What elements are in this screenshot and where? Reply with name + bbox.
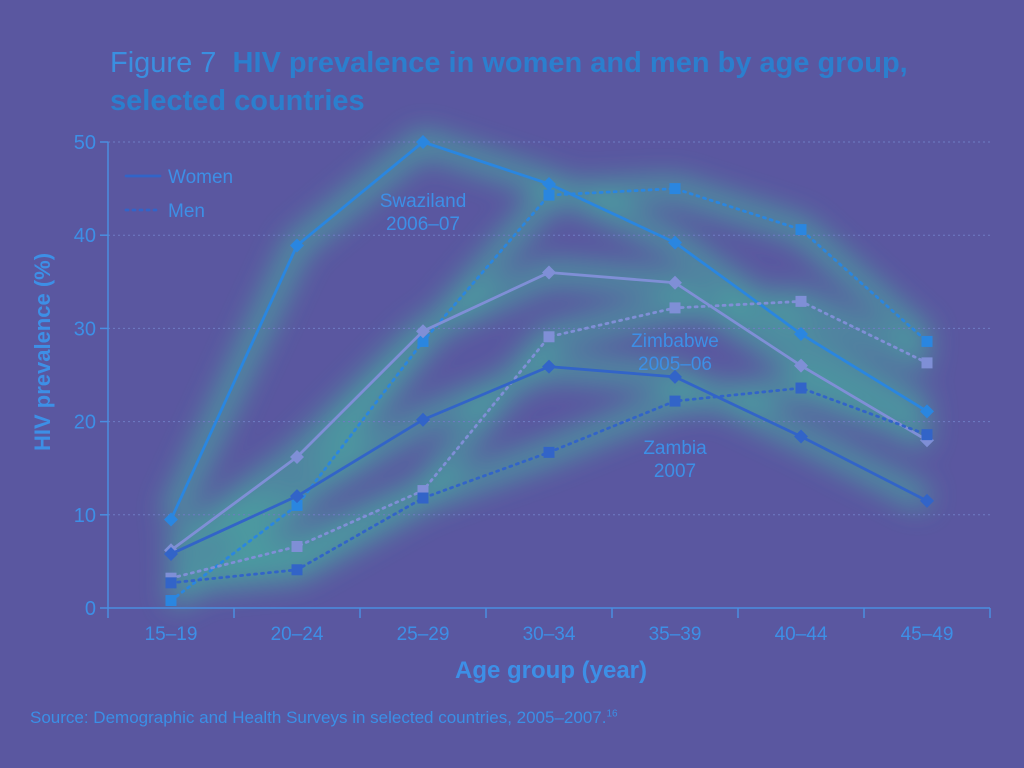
x-tick-label: 35–39 bbox=[649, 624, 702, 645]
data-point bbox=[417, 492, 429, 504]
data-point bbox=[290, 238, 304, 253]
data-point bbox=[417, 485, 429, 497]
y-tick-label: 20 bbox=[74, 412, 96, 434]
series-line bbox=[164, 135, 934, 527]
chart-series bbox=[164, 135, 934, 607]
data-point bbox=[794, 429, 808, 444]
x-tick-label: 30–34 bbox=[523, 624, 576, 645]
series-line bbox=[164, 359, 934, 561]
data-point bbox=[543, 331, 555, 343]
data-point bbox=[920, 404, 934, 419]
source-text: Source: Demographic and Health Surveys i… bbox=[30, 708, 607, 727]
data-point bbox=[290, 450, 304, 465]
chart-axes: 0 10 20 30 40 50 15–19 20–24 25–29 30–34 35–39 40–4… bbox=[74, 132, 991, 645]
data-point bbox=[291, 540, 303, 552]
data-point bbox=[417, 335, 429, 347]
data-point bbox=[416, 324, 430, 339]
x-tick-label: 20–24 bbox=[271, 624, 324, 645]
source-reference: 16 bbox=[606, 708, 618, 720]
legend-label: Men bbox=[168, 201, 205, 222]
data-point bbox=[668, 275, 682, 290]
figure-title: Figure 7 HIV prevalence in women and men… bbox=[110, 44, 970, 120]
data-point bbox=[795, 224, 807, 236]
y-tick-label: 50 bbox=[74, 132, 96, 154]
data-point bbox=[921, 335, 933, 347]
data-point bbox=[794, 358, 808, 373]
data-point bbox=[669, 183, 681, 195]
data-point bbox=[165, 577, 177, 589]
data-point bbox=[668, 369, 682, 384]
data-point bbox=[542, 176, 556, 191]
data-point bbox=[291, 564, 303, 576]
y-tick-label: 10 bbox=[74, 505, 96, 527]
data-point bbox=[921, 357, 933, 369]
y-axis-label: HIV prevalence (%) bbox=[30, 253, 55, 451]
chart-gridlines bbox=[108, 141, 990, 516]
series-line bbox=[165, 183, 933, 607]
data-point bbox=[290, 489, 304, 504]
series-line bbox=[165, 382, 933, 589]
data-point bbox=[416, 412, 430, 427]
data-point bbox=[669, 302, 681, 314]
data-point bbox=[921, 429, 933, 441]
data-point bbox=[795, 382, 807, 394]
figure-title-text: HIV prevalence in women and men by age g… bbox=[110, 47, 908, 117]
series-annotation: Zambia 2007 bbox=[643, 438, 707, 482]
data-point bbox=[795, 295, 807, 307]
data-point bbox=[669, 395, 681, 407]
data-point bbox=[164, 546, 178, 561]
chart-legend: Women Men bbox=[124, 167, 233, 222]
data-point bbox=[164, 512, 178, 527]
source-note: Source: Demographic and Health Surveys i… bbox=[30, 708, 930, 728]
data-point bbox=[165, 595, 177, 607]
y-tick-label: 40 bbox=[74, 225, 96, 247]
figure-number: Figure 7 bbox=[110, 47, 217, 79]
data-point bbox=[920, 493, 934, 508]
y-tick-label: 0 bbox=[85, 598, 96, 620]
legend-label: Women bbox=[168, 167, 233, 188]
series-annotation: Swaziland 2006–07 bbox=[380, 191, 467, 235]
data-point bbox=[416, 135, 430, 149]
x-tick-label: 15–19 bbox=[145, 624, 198, 645]
series-annotation: Zimbabwe 2005–06 bbox=[631, 331, 719, 375]
chart-annotations: Swaziland 2006–07 Zimbabwe 2005–06 Zambia 200… bbox=[380, 191, 719, 482]
x-axis-label: Age group (year) bbox=[455, 657, 647, 684]
y-tick-label: 30 bbox=[74, 318, 96, 340]
data-point bbox=[794, 326, 808, 341]
x-tick-label: 45–49 bbox=[901, 624, 954, 645]
data-point bbox=[542, 359, 556, 374]
data-point bbox=[543, 189, 555, 201]
data-point bbox=[543, 446, 555, 458]
data-point bbox=[668, 235, 682, 250]
data-point bbox=[291, 499, 303, 511]
data-point bbox=[542, 265, 556, 280]
x-tick-label: 25–29 bbox=[397, 624, 450, 645]
x-tick-label: 40–44 bbox=[775, 624, 828, 645]
